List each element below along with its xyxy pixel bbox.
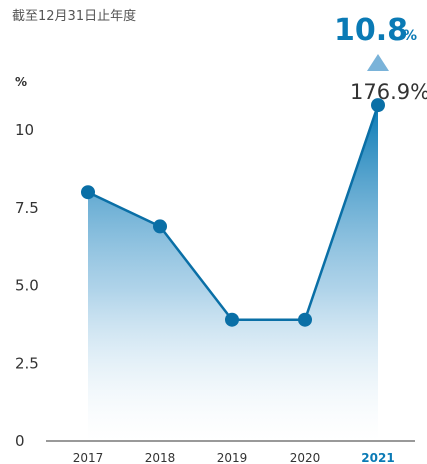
data-points	[81, 98, 385, 327]
x-tick-label: 2021	[361, 451, 394, 464]
x-tick-label: 2017	[73, 451, 104, 464]
data-point-2021	[371, 98, 385, 113]
headline-value: 10.8	[334, 13, 408, 48]
data-point-2018	[153, 219, 167, 234]
data-point-2020	[298, 312, 312, 327]
increase-triangle-icon	[367, 54, 389, 71]
headline-change: 176.9%	[350, 80, 427, 104]
chart-subtitle: 截至12月31日止年度	[12, 8, 136, 24]
y-axis-unit: %	[15, 75, 27, 89]
area-fill	[88, 105, 378, 442]
headline-unit: %	[403, 28, 417, 44]
y-tick-label: 10	[15, 121, 34, 139]
y-tick-label: 2.5	[15, 354, 39, 372]
y-tick-label: 7.5	[15, 199, 39, 217]
data-point-2017	[81, 185, 95, 200]
x-tick-label: 2019	[217, 451, 248, 464]
y-tick-label: 5.0	[15, 277, 39, 295]
y-tick-label: 0	[15, 432, 25, 450]
x-tick-label: 2020	[290, 451, 321, 464]
data-point-2019	[225, 312, 239, 327]
x-axis-ticks: 2017 2018 2019 2020 2021	[73, 451, 395, 464]
y-axis-ticks: 0 2.5 5.0 7.5 10	[15, 121, 39, 450]
x-tick-label: 2018	[145, 451, 176, 464]
